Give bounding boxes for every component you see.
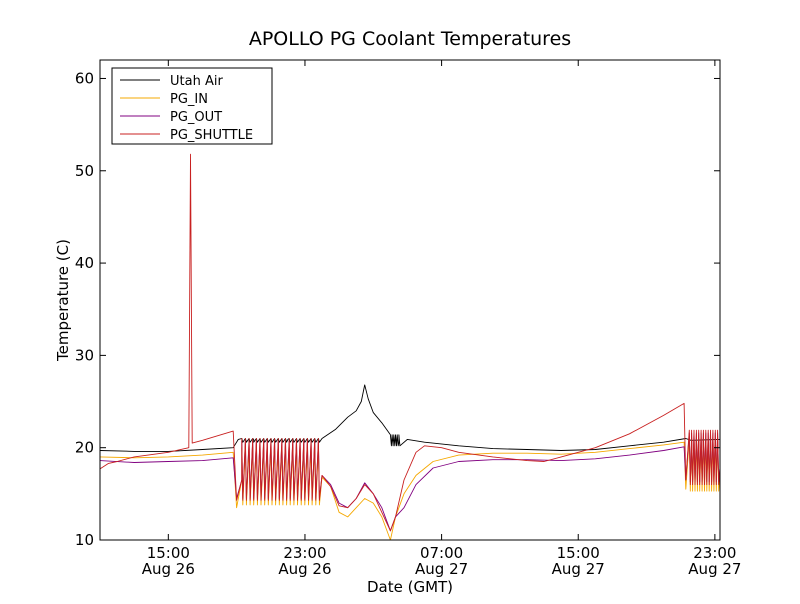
series-line-utah-air <box>99 384 721 452</box>
legend-label-utah-air: Utah Air <box>170 74 223 89</box>
legend-box <box>111 67 273 145</box>
y-axis-label: Temperature (C) <box>54 239 72 362</box>
y-tick-label: 20 <box>75 439 94 457</box>
x-axis-label: Date (GMT) <box>367 578 453 596</box>
y-tick-label: 10 <box>75 531 94 549</box>
legend: Utah Air PG_IN PG_OUT PG_SHUTTLE <box>111 67 273 145</box>
x-tick-label-time: 23:00 <box>693 544 736 562</box>
series-line-pg-in <box>99 438 721 541</box>
plot-frame <box>99 59 721 541</box>
x-tick-label-date: Aug 27 <box>688 560 741 578</box>
x-tick-label-time: 15:00 <box>147 544 190 562</box>
y-tick-label: 50 <box>75 162 94 180</box>
y-axis: 10 20 30 40 50 60 <box>75 69 720 549</box>
y-tick-label: 30 <box>75 346 94 364</box>
chart-title: APOLLO PG Coolant Temperatures <box>249 28 571 50</box>
x-tick-label-time: 23:00 <box>283 544 326 562</box>
x-tick-label-time: 07:00 <box>420 544 463 562</box>
x-tick-label-date: Aug 27 <box>415 560 468 578</box>
x-tick-label-date: Aug 26 <box>142 560 195 578</box>
legend-label-pg-shuttle: PG_SHUTTLE <box>170 128 253 143</box>
y-tick-label: 40 <box>75 254 94 272</box>
series-layer <box>99 153 721 541</box>
y-tick-label: 60 <box>75 69 94 87</box>
series-line-pg-out <box>99 432 721 532</box>
x-tick-label-date: Aug 27 <box>552 560 605 578</box>
x-tick-label-time: 15:00 <box>557 544 600 562</box>
series-line-pg-shuttle <box>99 153 721 532</box>
legend-label-pg-in: PG_IN <box>170 92 208 107</box>
legend-label-pg-out: PG_OUT <box>170 110 222 125</box>
x-tick-label-date: Aug 26 <box>278 560 331 578</box>
